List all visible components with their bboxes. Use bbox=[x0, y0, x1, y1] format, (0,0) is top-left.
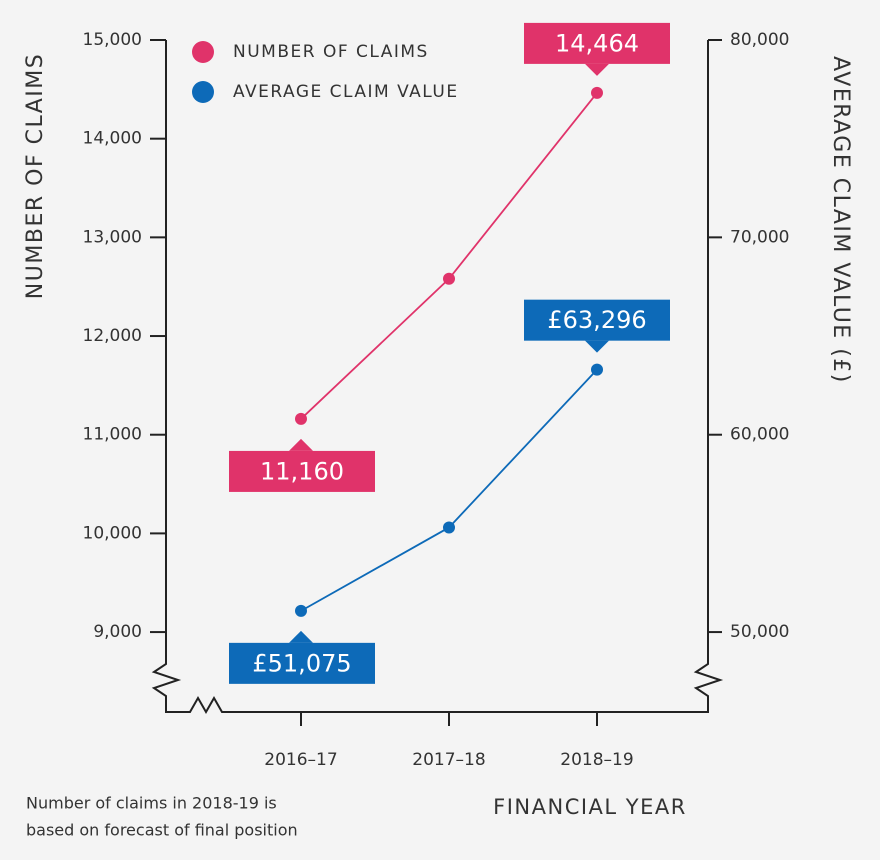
data-point bbox=[443, 272, 455, 285]
y-axis-label: NUMBER OF CLAIMS bbox=[23, 53, 48, 299]
callout-pointer bbox=[585, 63, 609, 76]
y-tick-label: 12,000 bbox=[83, 326, 142, 346]
data-point bbox=[591, 363, 603, 376]
y-tick-label: 13,000 bbox=[83, 227, 142, 247]
data-point bbox=[295, 412, 307, 425]
callout-box bbox=[524, 22, 670, 64]
y2-tick-label: 50,000 bbox=[730, 622, 789, 642]
x-axis-label: FINANCIAL YEAR bbox=[493, 795, 687, 819]
data-label: £51,075 bbox=[252, 649, 351, 677]
data-point bbox=[591, 86, 603, 99]
y-tick-label: 15,000 bbox=[83, 30, 142, 50]
x-tick-label: 2018–19 bbox=[560, 750, 633, 770]
data-label: 11,160 bbox=[260, 457, 344, 485]
y-tick-label: 14,000 bbox=[83, 129, 142, 149]
y-tick-label: 11,000 bbox=[83, 425, 142, 445]
y2-tick-label: 60,000 bbox=[730, 425, 789, 445]
data-label: £63,296 bbox=[547, 306, 646, 334]
y-tick-label: 10,000 bbox=[83, 523, 142, 543]
y2-tick-label: 80,000 bbox=[730, 30, 789, 50]
legend-marker bbox=[192, 81, 214, 103]
callout-box bbox=[229, 450, 375, 492]
callout-pointer bbox=[289, 630, 313, 643]
callout-pointer bbox=[585, 340, 609, 353]
y-tick-label: 9,000 bbox=[93, 622, 142, 642]
callout-pointer bbox=[289, 438, 313, 451]
y2-axis-label: AVERAGE CLAIM VALUE (£) bbox=[828, 56, 853, 384]
legend-label: AVERAGE CLAIM VALUE bbox=[233, 82, 459, 102]
callout-box bbox=[229, 642, 375, 684]
legend-marker bbox=[192, 41, 214, 63]
footnote: based on forecast of final position bbox=[26, 821, 298, 840]
callout-box bbox=[524, 299, 670, 341]
y2-tick-label: 70,000 bbox=[730, 227, 789, 247]
x-tick-label: 2017–18 bbox=[412, 750, 485, 770]
footnote: Number of claims in 2018-19 is bbox=[26, 794, 277, 813]
data-label: 14,464 bbox=[555, 29, 639, 57]
legend-label: NUMBER OF CLAIMS bbox=[233, 42, 429, 62]
x-tick-label: 2016–17 bbox=[264, 750, 337, 770]
data-point bbox=[295, 604, 307, 617]
axes bbox=[151, 40, 724, 715]
data-point bbox=[443, 521, 455, 534]
